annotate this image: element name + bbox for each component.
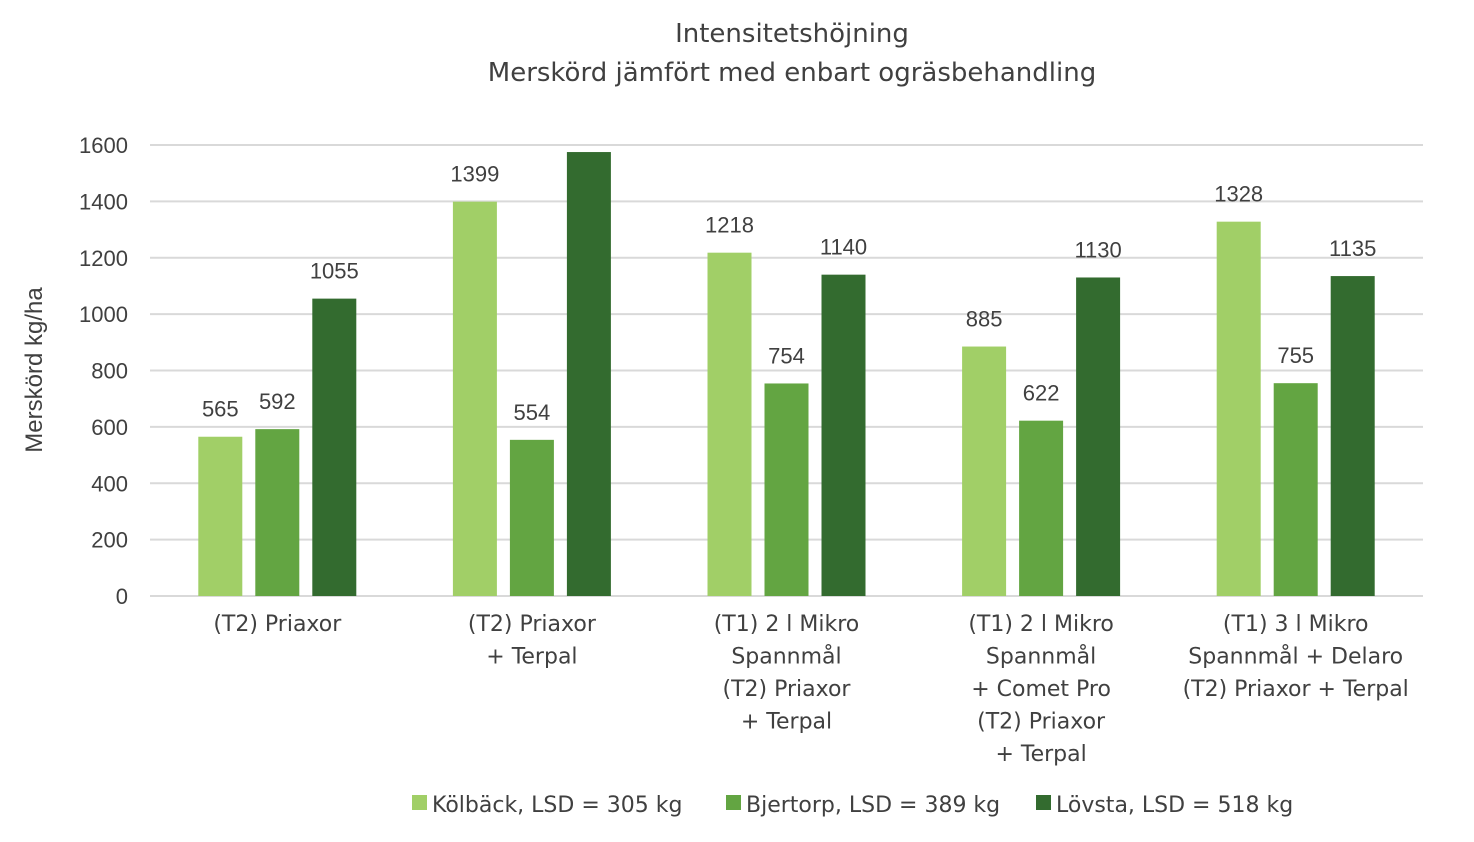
x-tick-label: (T2) Priaxor xyxy=(468,612,597,637)
legend-label: Kölbäck, LSD = 305 kg xyxy=(432,793,682,818)
bar xyxy=(1076,277,1121,596)
bar xyxy=(312,298,357,596)
bar xyxy=(566,152,611,596)
y-tick-label: 1400 xyxy=(79,189,128,214)
legend-swatch xyxy=(726,795,741,810)
bar xyxy=(707,252,752,596)
x-tick-label: (T1) 2 l Mikro xyxy=(968,612,1114,637)
x-tick-label: (T2) Priaxor + Terpal xyxy=(1183,677,1409,702)
data-label: 754 xyxy=(768,343,805,368)
y-tick-label: 1200 xyxy=(79,246,128,271)
y-tick-label: 0 xyxy=(116,584,128,609)
legend-label: Lövsta, LSD = 518 kg xyxy=(1056,793,1293,818)
chart-title: Intensitetshöjning xyxy=(675,19,909,49)
data-label: 622 xyxy=(1023,381,1060,406)
legend-swatch xyxy=(1036,795,1051,810)
gridlines xyxy=(150,144,1423,597)
data-label: 1399 xyxy=(450,162,499,187)
legend-label: Bjertorp, LSD = 389 kg xyxy=(746,793,1000,818)
bar xyxy=(452,201,497,597)
data-label: 565 xyxy=(202,397,239,422)
data-label: 1140 xyxy=(820,235,867,260)
y-tick-label: 800 xyxy=(91,359,128,384)
bar xyxy=(821,274,866,596)
data-label: 755 xyxy=(1277,343,1314,368)
data-label: 1135 xyxy=(1329,236,1376,261)
bar xyxy=(1330,276,1375,596)
data-label: 1328 xyxy=(1214,182,1263,207)
bar xyxy=(962,346,1007,596)
y-axis-label: Merskörd kg/ha xyxy=(21,287,48,453)
x-tick-label: (T2) Priaxor xyxy=(723,677,852,702)
x-tick-label: (T1) 3 l Mikro xyxy=(1223,612,1369,637)
data-label: 1055 xyxy=(310,259,359,284)
bars xyxy=(198,152,1375,597)
y-tick-label: 600 xyxy=(91,415,128,440)
x-tick-label: + Terpal xyxy=(486,645,577,670)
x-tick-label: Spannmål xyxy=(986,644,1096,670)
x-tick-label: Spannmål + Delaro xyxy=(1188,644,1403,670)
x-tick-label: + Comet Pro xyxy=(971,677,1111,702)
data-label: 592 xyxy=(259,389,296,414)
y-tick-label: 1000 xyxy=(79,302,128,327)
x-tick-label: (T2) Priaxor xyxy=(213,612,342,637)
bar xyxy=(255,429,300,596)
y-tick-label: 200 xyxy=(91,528,128,553)
legend: Kölbäck, LSD = 305 kg Bjertorp, LSD = 389… xyxy=(412,793,1293,818)
bar xyxy=(509,439,554,596)
chart-subtitle: Merskörd jämfört med enbart ogräsbehandl… xyxy=(488,58,1096,88)
data-label: 1218 xyxy=(705,213,754,238)
legend-swatch xyxy=(412,795,427,810)
bar xyxy=(1273,383,1318,596)
data-label: 885 xyxy=(966,307,1003,332)
bar xyxy=(198,436,243,596)
bar xyxy=(1216,221,1261,597)
y-tick-label: 400 xyxy=(91,471,128,496)
bar xyxy=(1019,420,1064,596)
x-axis-categories: (T2) Priaxor (T2) Priaxor + Terpal (T1) 2 l… xyxy=(213,612,1409,767)
y-axis-ticks: 0 200 400 600 800 1000 1200 1400 1600 xyxy=(79,133,128,609)
x-tick-label: (T2) Priaxor xyxy=(977,710,1106,735)
data-label: 554 xyxy=(514,400,551,425)
x-tick-label: Spannmål xyxy=(731,644,841,670)
bar xyxy=(764,383,809,596)
x-tick-label: + Terpal xyxy=(741,710,832,735)
x-tick-label: + Terpal xyxy=(995,742,1086,767)
y-tick-label: 1600 xyxy=(79,133,128,158)
data-labels: 565 592 1055 1399 554 1218 754 1140 885 622 1130 13… xyxy=(202,162,1376,425)
x-tick-label: (T1) 2 l Mikro xyxy=(714,612,860,637)
data-label: 1130 xyxy=(1074,237,1121,262)
